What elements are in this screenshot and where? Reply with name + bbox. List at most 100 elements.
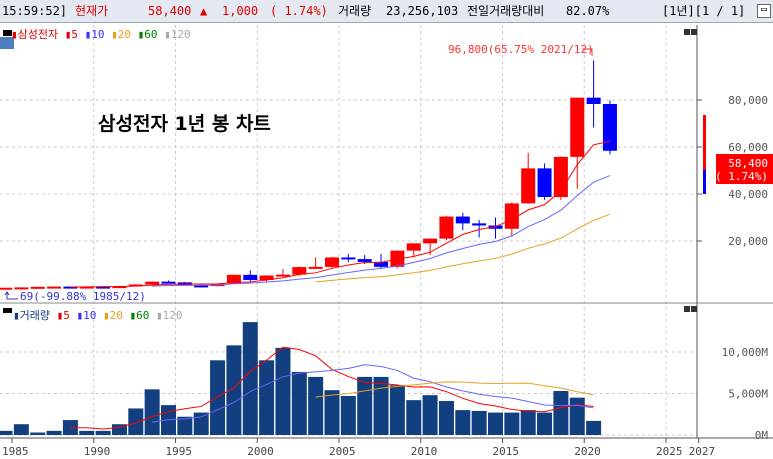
x-tick-label: 1995 (166, 445, 193, 458)
volume-bar (406, 400, 422, 435)
volume-bar (275, 347, 291, 435)
candle-body (504, 203, 519, 229)
volume-bar (586, 420, 602, 435)
candle-body (243, 274, 258, 281)
volume-bar (144, 389, 160, 435)
candle-body (79, 286, 94, 289)
minimize-panel-icon[interactable] (684, 29, 690, 35)
volume-bar (422, 395, 438, 435)
candle-body (341, 257, 356, 260)
x-tick-label: 2010 (411, 445, 438, 458)
current-price-tag-pct: ( 1.74%) (715, 170, 768, 183)
volume-bar (553, 391, 569, 435)
volume-bar (95, 430, 111, 435)
volume-bar (128, 408, 144, 435)
volume-tick-label: 10,000M (722, 346, 769, 359)
volume-bar (537, 412, 553, 435)
price-tick-label: 40,000 (728, 188, 768, 201)
close-volume-panel-icon[interactable] (691, 306, 697, 312)
candle-body (521, 168, 536, 204)
candle-body (488, 225, 503, 229)
price-tick-label: 20,000 (728, 235, 768, 248)
chart-title: 삼성전자 1년 봉 차트 (98, 113, 271, 135)
price-tick-label: 60,000 (728, 141, 768, 154)
candle-body (439, 216, 454, 239)
candle-body (537, 168, 552, 198)
chart-area: 1985 1990 1995 2000 2005 2010 2015 2020 2025 2027… (0, 25, 773, 459)
volume-bar (389, 385, 405, 435)
candle-body (308, 266, 323, 269)
prev-ratio: 82.07% (566, 4, 610, 18)
volume-bar (0, 430, 13, 435)
candle-body (47, 286, 62, 289)
volume-bar (471, 410, 487, 435)
candle-body (63, 286, 78, 289)
close-panel-icon[interactable] (691, 29, 697, 35)
volume-bar (357, 376, 373, 435)
candle-body (602, 103, 617, 151)
volume-label: 거래량 (338, 4, 372, 18)
x-tick-label: 2025 (656, 445, 683, 458)
volume-bar (569, 397, 585, 435)
candle-body (553, 156, 568, 198)
change-pct: ( 1.74%) (270, 4, 328, 18)
volume-bar (373, 376, 389, 435)
x-tick-label: 1985 (2, 445, 29, 458)
volume-bar (30, 432, 46, 435)
minimize-volume-panel-icon[interactable] (684, 306, 690, 312)
candle-body (570, 97, 585, 157)
candle-body (96, 286, 111, 289)
volume-bar (177, 416, 193, 435)
volume-ma10-line (152, 364, 594, 423)
candle-body (226, 274, 241, 284)
candle-body (14, 287, 29, 290)
volume-ma20-line (315, 381, 594, 398)
period-selector[interactable]: [1년][1 / 1] (662, 4, 746, 18)
price-ma5-line (70, 140, 611, 288)
candle-body (374, 261, 389, 267)
volume-bar (242, 322, 258, 435)
candle-body (472, 223, 487, 226)
volume-bar (291, 371, 307, 435)
volume-panel-menu-icon[interactable] (3, 308, 12, 313)
price-tick-label: 80,000 (728, 94, 768, 107)
volume-bar (13, 424, 29, 435)
candle-body (161, 281, 176, 284)
current-price-tag-value: 58,400 (728, 157, 768, 170)
change: 1,000 (222, 4, 259, 18)
maximize-icon[interactable]: ▭ (757, 4, 771, 18)
price-label: 현재가 (75, 4, 109, 18)
candle-body (145, 281, 160, 285)
volume-ma5-line (70, 346, 594, 430)
volume-bar (308, 376, 324, 435)
volume-bar (488, 412, 503, 435)
panel-menu-icon[interactable] (3, 30, 12, 36)
volume-legend: ▮거래량 ▮5 ▮10 ▮20 ▮60 ▮120 (13, 309, 183, 322)
volume-bar (504, 412, 520, 435)
x-tick-label: 2027 (689, 445, 716, 458)
volume: 23,256,103 (386, 4, 459, 18)
candle-body (586, 97, 601, 104)
price-ma10-line (152, 175, 611, 287)
candle-body (0, 287, 12, 290)
candle-body (194, 285, 209, 288)
price-legend: ▮삼성전자 ▮5 ▮10 ▮20 ▮60 ▮120 (11, 28, 191, 41)
volume-bar (340, 395, 356, 435)
volume-bar (79, 430, 95, 435)
candle-body (112, 286, 127, 289)
panel-tool-icon[interactable] (0, 37, 14, 49)
max-annotation: 96,800(65.75% 2021/12) (448, 43, 594, 56)
up-arrow-icon: ▲ (200, 4, 208, 18)
min-annotation: 69(-99.88% 1985/12) (20, 290, 146, 303)
volume-bar (226, 345, 242, 435)
candle-body (455, 216, 470, 224)
prev-ratio-label: 전일거래량대비 (467, 4, 545, 18)
candle-body (292, 267, 307, 275)
x-tick-label: 2020 (574, 445, 601, 458)
current-price: 58,400 (148, 4, 192, 18)
volume-bar (438, 400, 454, 435)
candle-body (30, 286, 45, 289)
price-ma20-line (315, 213, 611, 283)
x-tick-label: 2015 (493, 445, 520, 458)
x-tick-label: 2000 (247, 445, 274, 458)
